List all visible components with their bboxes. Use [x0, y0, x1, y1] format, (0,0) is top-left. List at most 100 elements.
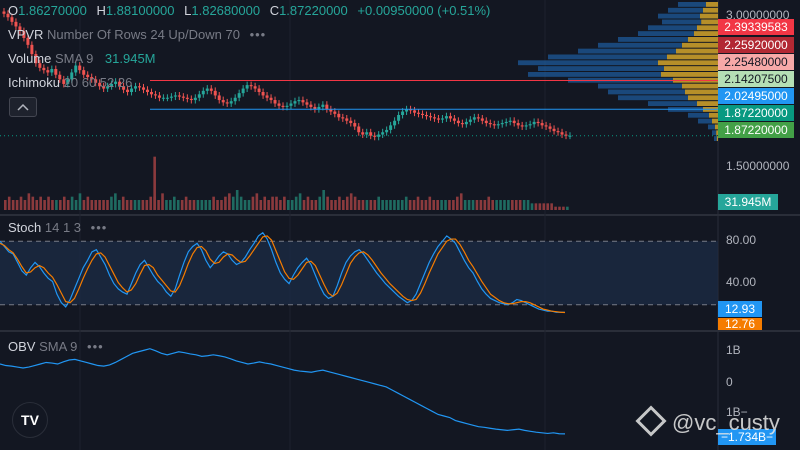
volume-bar: [393, 200, 396, 210]
volume-bar: [550, 203, 553, 210]
volume-bar: [334, 200, 337, 210]
candle-body: [496, 124, 500, 126]
obv-tick: 1B: [726, 343, 741, 357]
volume-bar: [220, 200, 223, 210]
candle-body: [126, 89, 130, 92]
candle-body: [377, 134, 381, 137]
candle-body: [472, 117, 476, 120]
candle-body: [301, 100, 305, 103]
volume-bar: [385, 200, 388, 210]
candle-body: [468, 119, 472, 122]
volume-bar: [55, 200, 58, 210]
volume-bar: [7, 196, 11, 210]
close-value: 1.87220000: [279, 3, 348, 18]
volume-bar: [165, 200, 168, 210]
volume-bar: [287, 200, 290, 210]
candle-body: [413, 110, 417, 113]
vpvr-row-down: [709, 112, 718, 118]
candle-body: [309, 104, 313, 107]
volume-bar: [471, 200, 475, 210]
volume-bar: [389, 200, 392, 210]
more-options-icon: •••: [87, 339, 104, 354]
volume-bar: [361, 200, 365, 210]
candle-body: [78, 65, 82, 71]
candle-body: [10, 17, 14, 22]
open-value: 1.86270000: [18, 3, 87, 18]
volume-bar: [133, 200, 137, 210]
volume-bar: [102, 200, 105, 210]
candle-body: [261, 92, 265, 96]
candle-body: [333, 111, 337, 114]
candle-body: [62, 79, 66, 84]
stoch-legend[interactable]: Stoch 14 1 3 •••: [8, 220, 108, 235]
ichimoku-legend[interactable]: Ichimoku 20 60 52 26: [8, 75, 133, 90]
vpvr-row-down: [697, 25, 718, 31]
more-options-icon: •••: [90, 220, 108, 235]
volume-bar: [59, 200, 62, 210]
volume-bar: [522, 200, 526, 210]
volume-bar: [530, 203, 534, 210]
candle-body: [297, 100, 301, 102]
volume-bar: [357, 200, 361, 210]
volume-bar: [243, 200, 247, 210]
volume-bar: [204, 200, 208, 210]
volume-bar: [267, 200, 270, 210]
volume-bar: [349, 193, 353, 210]
vpvr-legend[interactable]: VPVR Number Of Rows 24 Up/Down 70 •••: [8, 27, 267, 42]
volume-bar: [448, 200, 451, 210]
volume-bar: [43, 200, 46, 210]
vpvr-row-up: [548, 54, 667, 60]
volume-bar: [31, 196, 35, 210]
candle-body: [14, 21, 18, 27]
volume-bar: [546, 203, 550, 210]
candle-body: [134, 86, 138, 89]
volume-bar: [279, 200, 282, 210]
volume-bar: [302, 200, 306, 210]
volume-bar: [526, 200, 530, 210]
candle-body: [293, 101, 297, 104]
candle-body: [118, 81, 122, 87]
volume-bar: [15, 200, 19, 210]
collapse-legend-button[interactable]: [9, 97, 37, 117]
volume-bar: [239, 196, 243, 210]
candle-body: [544, 125, 548, 127]
obv-legend[interactable]: OBV SMA 9 •••: [8, 339, 104, 354]
candle-body: [18, 26, 22, 32]
volume-bar: [255, 193, 259, 210]
volume-bar: [412, 200, 416, 210]
candle-body: [560, 132, 564, 135]
volume-bar: [416, 196, 420, 210]
volume-bar: [125, 200, 129, 210]
more-options-icon: •••: [249, 27, 267, 42]
volume-bar: [518, 200, 522, 210]
volume-bar: [428, 196, 432, 210]
price-label: 2.14207500: [718, 71, 794, 87]
volume-bar: [487, 196, 491, 210]
volume-bar: [23, 200, 27, 210]
candle-body: [337, 113, 341, 118]
price-tick: 3.00000000: [726, 8, 790, 22]
candle-body: [205, 88, 209, 91]
volume-bar: [456, 196, 459, 210]
candle-body: [106, 86, 110, 89]
volume-legend[interactable]: Volume SMA 9 31.945M: [8, 51, 156, 66]
candle-body: [102, 86, 106, 89]
tradingview-logo[interactable]: TV: [12, 402, 48, 438]
price-tick: 1.50000000: [726, 159, 790, 173]
volume-bar: [82, 200, 86, 210]
volume-bar: [365, 200, 369, 210]
candle-body: [528, 124, 532, 126]
volume-bar: [483, 200, 487, 210]
volume-bar: [196, 200, 200, 210]
volume-bar: [554, 206, 557, 210]
candle-body: [50, 69, 54, 73]
volume-bar: [444, 200, 447, 210]
vpvr-row-down: [682, 83, 718, 89]
volume-bar: [121, 196, 125, 210]
high-value: 1.88100000: [105, 3, 175, 18]
volume-bar: [70, 196, 74, 210]
volume-bar: [459, 193, 463, 210]
candle-body: [325, 104, 329, 110]
price-label: 2.25480000: [718, 54, 794, 70]
